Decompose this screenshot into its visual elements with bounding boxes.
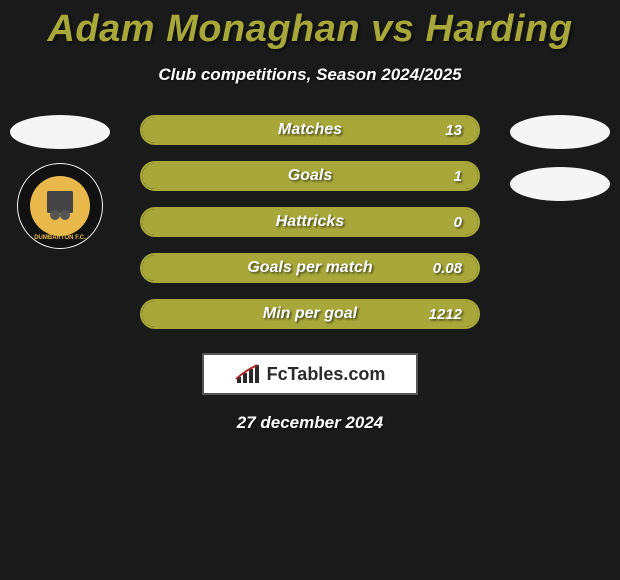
player-placeholder-right-1: [510, 115, 610, 149]
stat-label: Min per goal: [142, 301, 478, 327]
stat-row-matches: Matches 13: [140, 115, 480, 145]
player-placeholder-left: [10, 115, 110, 149]
stat-label: Hattricks: [142, 209, 478, 235]
attribution-text: FcTables.com: [267, 364, 386, 385]
attribution-logo[interactable]: FcTables.com: [202, 353, 418, 395]
stat-label: Goals per match: [142, 255, 478, 281]
stat-value: 0.08: [433, 255, 462, 281]
stat-row-goals: Goals 1: [140, 161, 480, 191]
crest-icon: DUMBARTON F.C.: [17, 163, 103, 249]
stat-value: 0: [454, 209, 462, 235]
stat-row-goals-per-match: Goals per match 0.08: [140, 253, 480, 283]
content-area: DUMBARTON F.C. Matches 13 Goals 1 Hattri…: [0, 115, 620, 433]
stat-row-min-per-goal: Min per goal 1212: [140, 299, 480, 329]
comparison-subtitle: Club competitions, Season 2024/2025: [0, 65, 620, 85]
stat-row-hattricks: Hattricks 0: [140, 207, 480, 237]
crest-text: DUMBARTON F.C.: [34, 235, 86, 241]
bar-chart-icon: [235, 363, 261, 385]
club-crest-left: DUMBARTON F.C.: [17, 163, 103, 249]
stat-value: 1: [454, 163, 462, 189]
stats-list: Matches 13 Goals 1 Hattricks 0 Goals per…: [140, 115, 480, 329]
stat-value: 1212: [429, 301, 462, 327]
stat-value: 13: [445, 117, 462, 143]
stat-label: Goals: [142, 163, 478, 189]
comparison-title: Adam Monaghan vs Harding: [0, 0, 620, 51]
player-placeholder-right-2: [510, 167, 610, 201]
badge-column-right: [510, 115, 610, 201]
badge-column-left: DUMBARTON F.C.: [10, 115, 110, 249]
stat-label: Matches: [142, 117, 478, 143]
snapshot-date: 27 december 2024: [0, 413, 620, 433]
